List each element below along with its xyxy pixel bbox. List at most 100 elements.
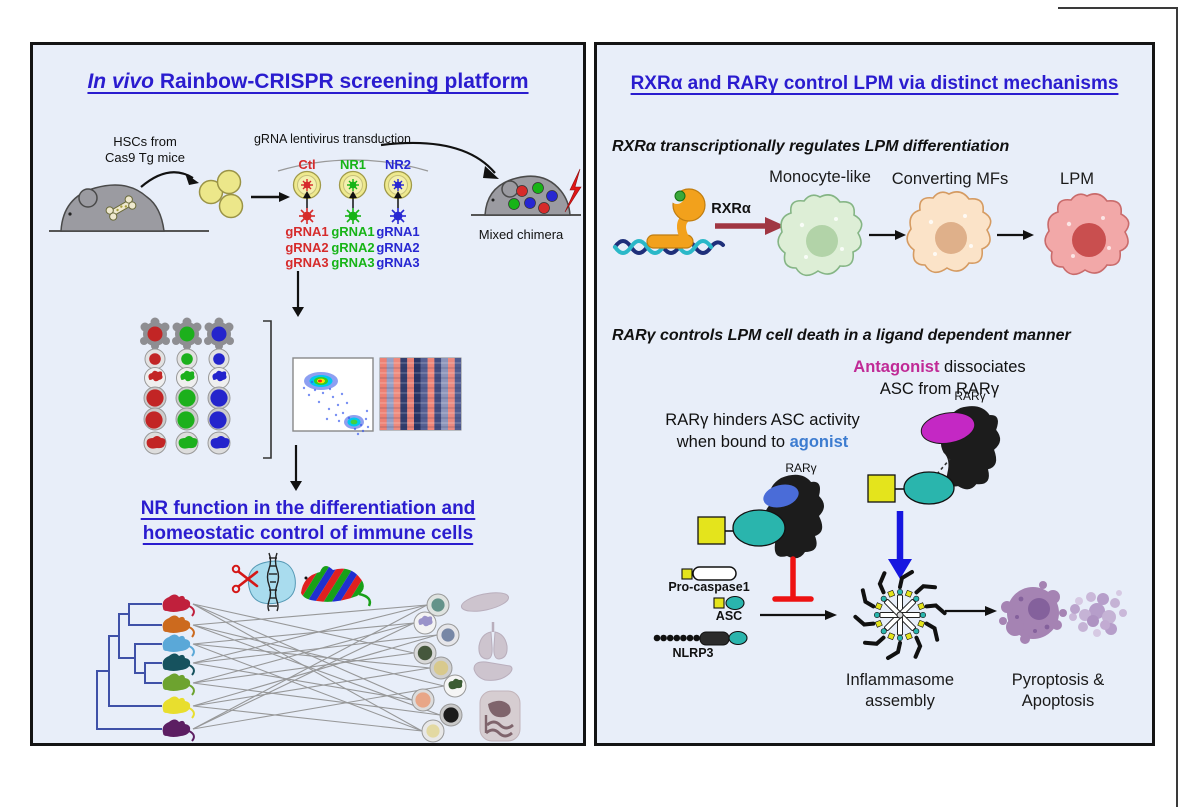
function-title: NR function in the differentiation and h… [140,498,476,544]
converting-label: Converting MFs [891,170,1009,188]
page-edge-horizontal [1058,7,1177,9]
page-edge-vertical [1176,7,1178,807]
inflammasome-icon [853,570,947,660]
organ-icons [460,592,521,742]
pyd-domain-icon [867,474,896,503]
transduction-label: gRNA lentivirus transduction [253,132,412,146]
mouse-icon [162,719,195,742]
mouse-icon [162,634,195,657]
rainbow-mice-grid [140,317,272,459]
cell-row [144,367,230,389]
asc-label: ASC [715,609,743,623]
grna-list-nr1: gRNA1 gRNA2 gRNA3 [331,224,375,270]
transduction-group-ctl [292,170,322,224]
heatmap [379,357,462,431]
arrow-mouse-to-cells [140,171,199,188]
hsc-cells-icon [198,169,244,219]
chimera-mouse-icon [471,168,582,216]
pyroptosis-cell-icon [999,581,1067,644]
spleen-icon [460,592,510,612]
mouse-icon [162,594,195,617]
right-panel-title: RXRα and RARγ control LPM via distinct m… [630,73,1119,94]
virus-in-cell-icon [347,179,359,191]
mouse-splat-green [172,317,202,350]
bone-icon [105,195,137,221]
mouse-icon [162,673,195,696]
hsc-label: HSCs from Cas9 Tg mice [105,134,185,166]
asc-unit-icon [713,595,745,611]
right-panel: RXRα and RARγ control LPM via distinct m… [594,42,1155,746]
virus-icon [390,208,406,224]
rxra-protein-label: RXRα [711,201,751,217]
pyroptosis-label: Pyroptosis & Apoptosis [1011,671,1105,710]
lightning-icon [564,168,582,213]
bracket [263,320,272,459]
transduction-group-nr1 [338,170,368,224]
arrow-to-inflammasome [760,610,837,620]
chimera-label: Mixed chimera [478,227,564,242]
macrophage-monocyte-icon [777,194,863,277]
title-italic: In vivo [87,70,154,93]
pyd-domain-icon [697,516,726,545]
macrophage-converting-icon [906,191,992,274]
monocyte-label: Monocyte-like [769,168,871,186]
left-panel-title: In vivo Rainbow-CRISPR screening platfor… [33,69,583,95]
immune-cell-icons [411,593,467,743]
transduction-group-nr2 [383,170,413,224]
antagonist-ligand-icon [920,412,976,444]
title-rest: Rainbow-CRISPR screening platform [153,70,529,93]
group-label-nr1: NR1 [339,157,366,172]
macrophage-lpm-icon [1044,193,1130,276]
virus-icon [345,208,361,224]
mouse-icon [162,615,195,638]
gut-icon [479,690,521,742]
lungs-icon [478,622,508,660]
pro-caspase1-icon [681,566,737,581]
rary-heading: RARγ controls LPM cell death in a ligand… [612,327,1071,344]
network-lines [192,603,445,732]
nlrp3-icon [653,630,748,646]
asc-icon [732,509,786,547]
rxra-heading: RXRα transcriptionally regulates LPM dif… [612,138,1010,155]
arrow-monocyte-to-converting [869,230,906,240]
grna-list-ctl: gRNA1 gRNA2 gRNA3 [285,224,329,270]
hinders-text: RARγ hinders ASC activity when bound to … [665,411,860,452]
dna-ladder-icon [266,552,280,612]
virus-icon [299,208,315,224]
antagonist-text: Antagonist dissociates ASC from RARγ [853,358,1026,399]
nlrp3-label: NLRP3 [672,646,714,660]
apoptosis-cell-icon [1069,590,1127,637]
dna-helix-icon [613,239,725,255]
procaspase-label: Pro-caspase1 [668,580,750,594]
crispr-scissors-icon [231,564,259,594]
cell-row [143,386,231,431]
agonist-word: agonist [789,433,849,452]
activation-arrow-icon [888,511,912,579]
cell-row [143,431,231,455]
mouse-icon [162,696,195,719]
left-panel: In vivo Rainbow-CRISPR screening platfor… [30,42,586,746]
rary-antagonist-complex [867,406,1001,505]
group-label-ctl: Ctl [298,157,316,172]
virus-in-cell-icon [392,179,404,191]
rary-agonist-complex [697,474,824,559]
asc-icon [903,471,955,505]
mouse-splat-red [140,317,170,350]
rxra-arrow [715,217,785,235]
virus-in-cell-icon [301,179,313,191]
arrow-converting-to-lpm [997,230,1034,240]
cas9-mouse-icon [49,184,209,232]
inflammasome-label: Inflammasome assembly [845,671,955,710]
rxra-protein-icon [646,188,706,249]
rary-label-right: RARγ [954,389,986,403]
cell-row [144,348,230,370]
dendrogram [96,603,162,730]
grna-list-nr2: gRNA1 gRNA2 gRNA3 [376,224,420,270]
group-label-nr2: NR2 [384,157,411,172]
down-arrow-icon [290,445,302,491]
crispr-icon [231,552,296,612]
cluster-mice-icons [162,594,195,742]
flow-cytometry-plot [292,357,374,436]
mouse-splat-blue [204,317,234,350]
